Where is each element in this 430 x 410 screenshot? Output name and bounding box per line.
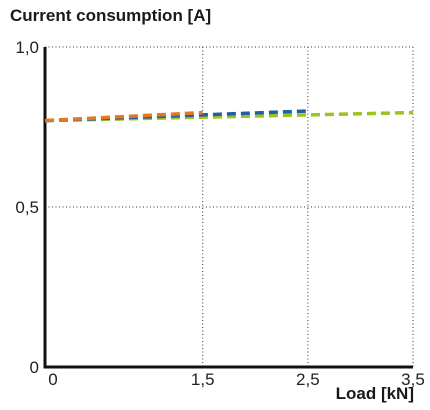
y-tick-label: 1,0 (15, 38, 39, 57)
x-tick-label: 0 (48, 370, 57, 389)
x-tick-label: 3,5 (401, 370, 425, 389)
x-tick-label: 2,5 (296, 370, 320, 389)
data-series (44, 109, 414, 123)
x-tick-label: 1,5 (191, 370, 215, 389)
x-tick-labels: 0 1,5 2,5 3,5 (48, 370, 425, 389)
y-tick-labels: 0 0,5 1,0 (15, 38, 39, 377)
x-axis-title: Load [kN] (335, 384, 414, 403)
y-tick-label: 0,5 (15, 198, 39, 217)
series-line (44, 110, 203, 123)
axes (43, 47, 413, 369)
y-tick-label: 0 (30, 358, 39, 377)
grid-lines (45, 46, 414, 367)
y-axis-title: Current consumption [A] (10, 6, 212, 25)
